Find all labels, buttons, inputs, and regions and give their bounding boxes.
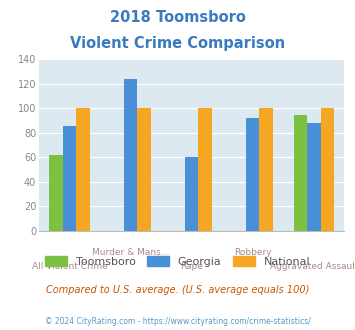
Text: Murder & Mans...: Murder & Mans... (92, 248, 169, 257)
Text: 2018 Toomsboro: 2018 Toomsboro (110, 10, 245, 25)
Bar (246, 118, 260, 231)
Bar (321, 109, 334, 231)
Text: All Violent Crime: All Violent Crime (32, 262, 108, 271)
Text: Aggravated Assault: Aggravated Assault (269, 262, 355, 271)
Bar (137, 109, 151, 231)
Legend: Toomsboro, Georgia, National: Toomsboro, Georgia, National (45, 256, 310, 267)
Bar (294, 115, 307, 231)
Bar (63, 126, 76, 231)
Text: Violent Crime Comparison: Violent Crime Comparison (70, 36, 285, 51)
Bar (185, 157, 198, 231)
Bar (124, 79, 137, 231)
Bar (307, 123, 321, 231)
Text: Rape: Rape (180, 262, 203, 271)
Text: Compared to U.S. average. (U.S. average equals 100): Compared to U.S. average. (U.S. average … (46, 285, 309, 295)
Text: Robbery: Robbery (234, 248, 272, 257)
Text: © 2024 CityRating.com - https://www.cityrating.com/crime-statistics/: © 2024 CityRating.com - https://www.city… (45, 317, 310, 326)
Bar (260, 109, 273, 231)
Bar (49, 155, 63, 231)
Bar (198, 109, 212, 231)
Bar (76, 109, 90, 231)
